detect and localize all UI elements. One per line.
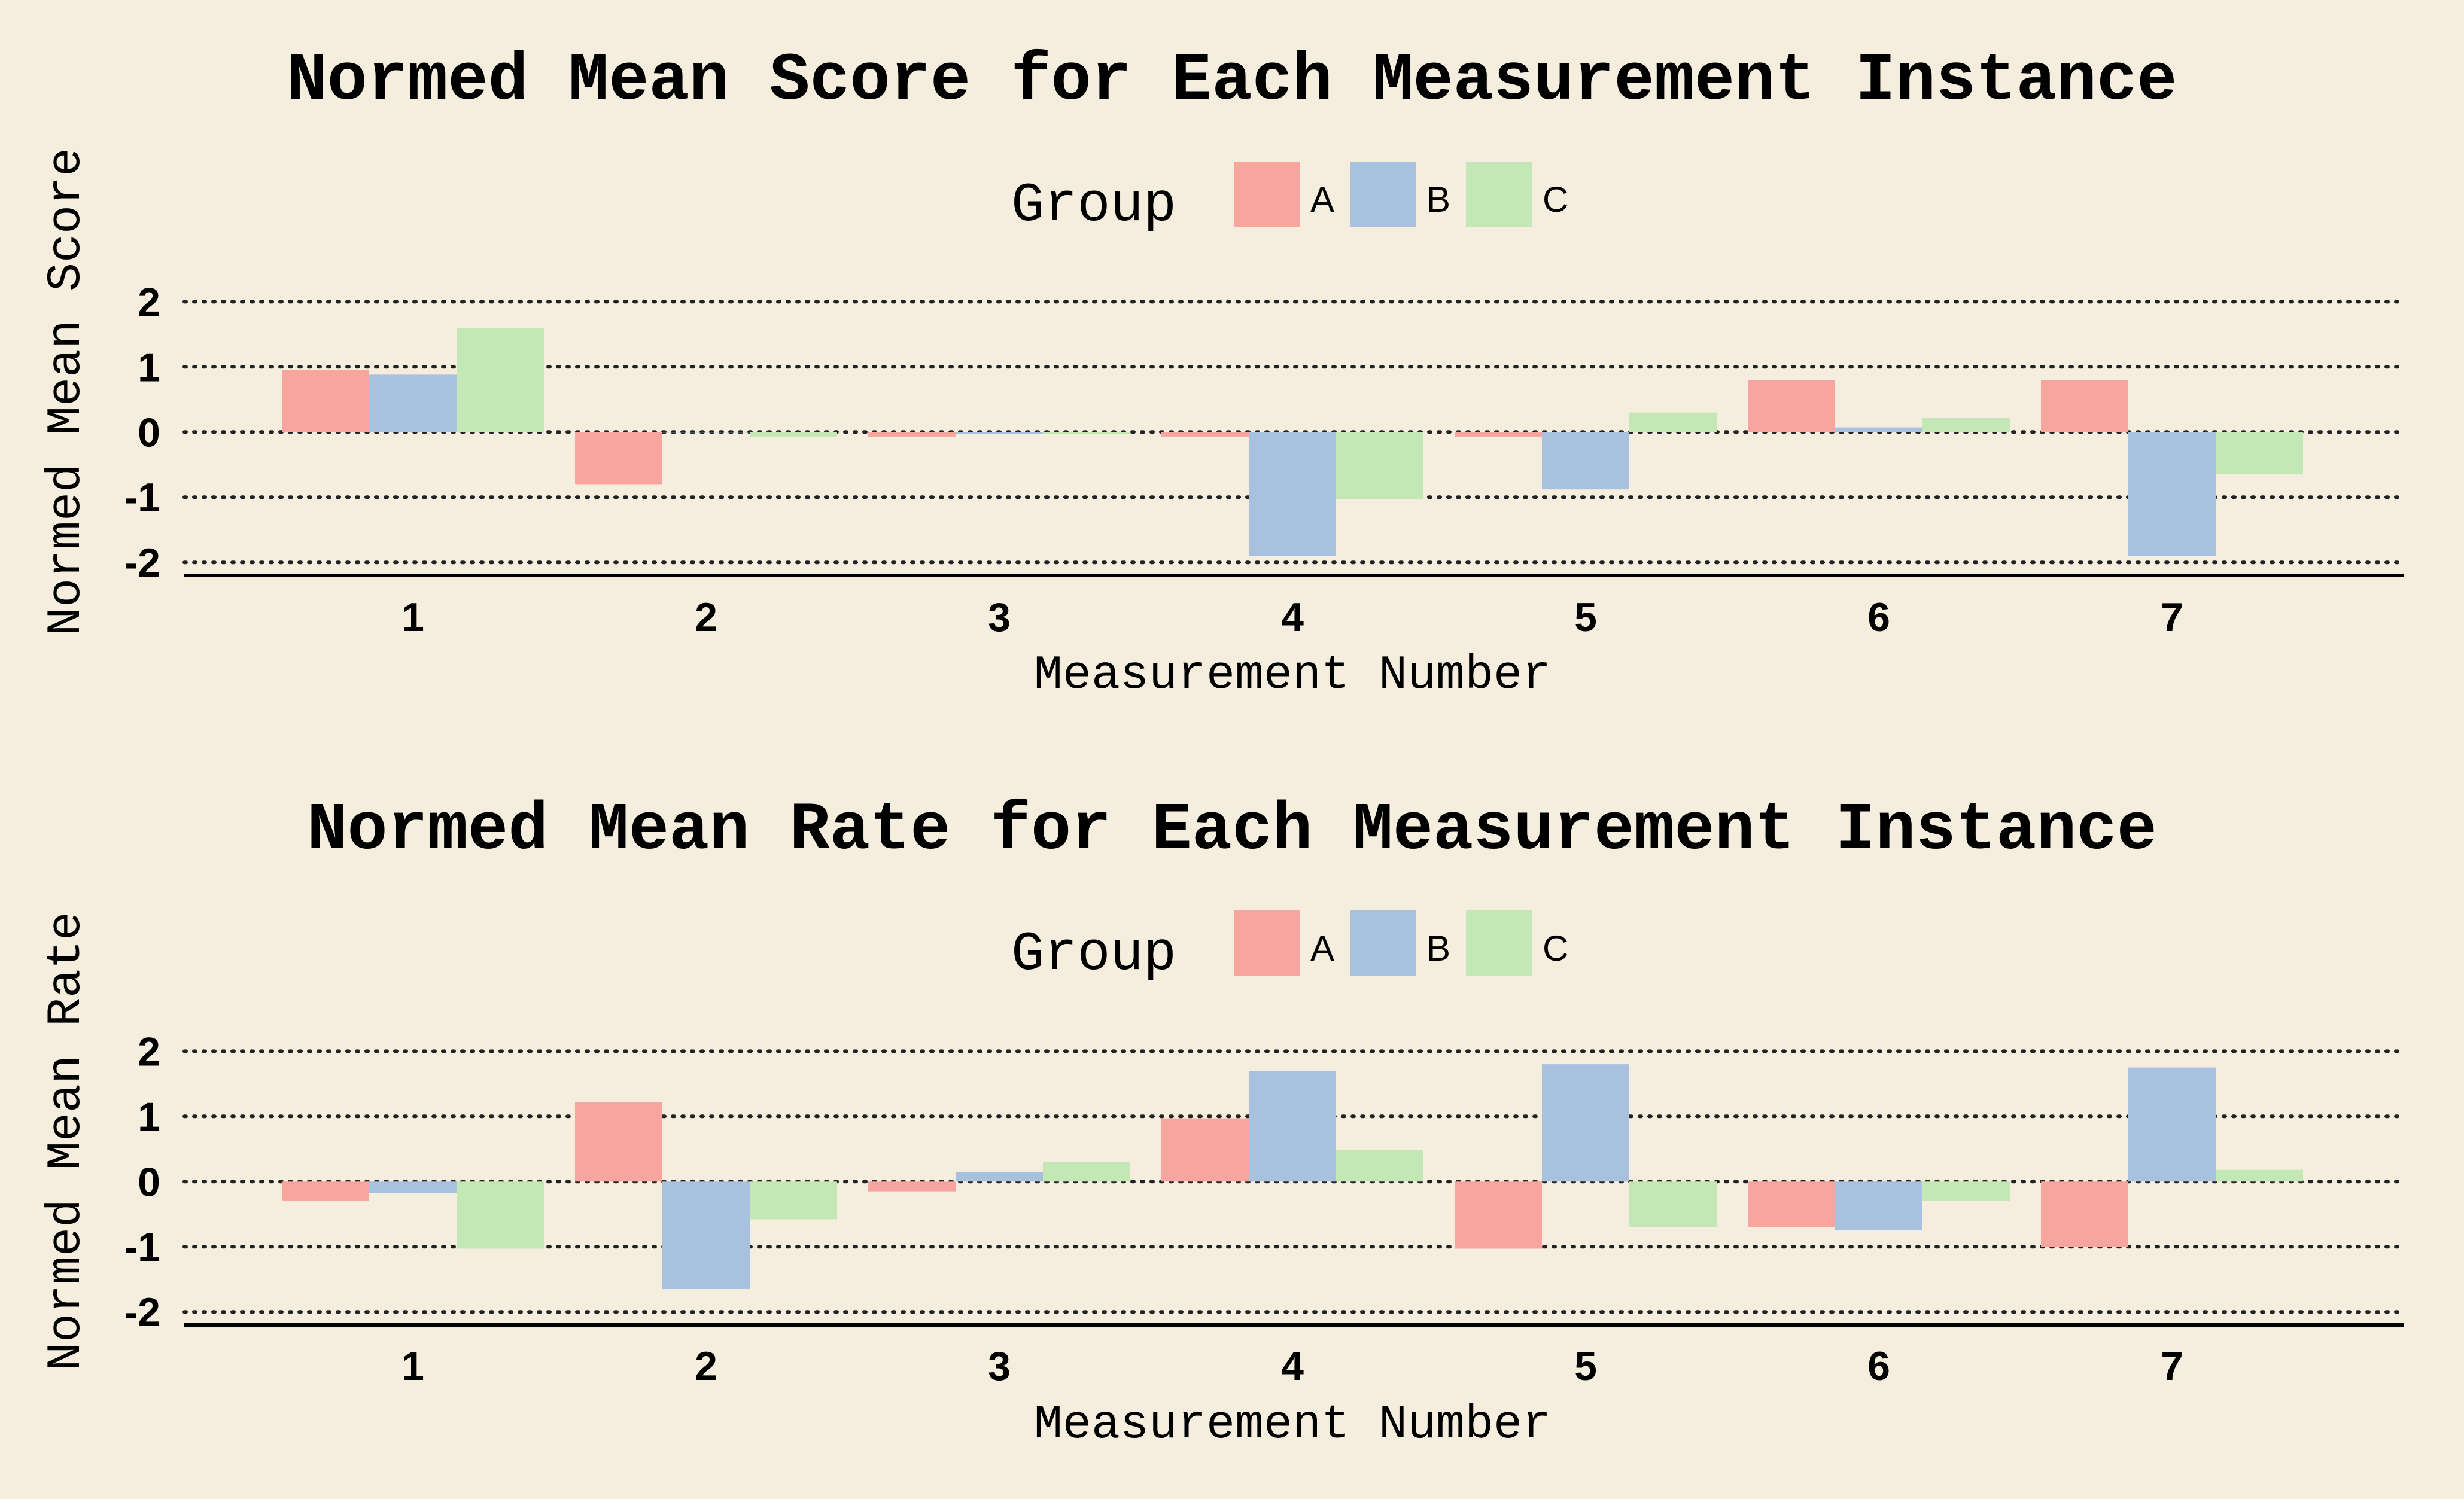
bar-b-2 [662,1181,750,1290]
legend-swatch-a [1234,910,1300,976]
legend-label-a: A [1310,179,1334,220]
x-tick-label: 2 [695,595,717,640]
bar-c-7 [2216,1169,2303,1182]
legend-title: Group [1011,923,1176,986]
bar-b-1 [369,1181,457,1193]
bar-c-5 [1629,1181,1717,1227]
bar-c-2 [750,1181,837,1220]
bar-c-2 [750,432,837,437]
rate-chart-panel: Normed Mean Rate for Each Measurement In… [39,793,2406,1452]
bar-a-4 [1161,1118,1249,1182]
bar-b-7 [2128,432,2216,556]
y-tick-label: 0 [138,1159,160,1205]
x-tick-label: 5 [1574,1343,1597,1389]
legend: Group A B C [1011,910,1568,986]
y-tick-label: 1 [138,345,160,390]
y-tick-label: -1 [124,475,160,520]
y-axis-label: Normed Mean Score [39,148,94,636]
bar-a-7 [2041,1181,2128,1247]
bar-a-3 [868,1181,956,1192]
bar-a-6 [1748,1181,1835,1227]
legend-label-b: B [1426,179,1450,220]
x-axis-label: Measurement Number [1034,1398,1551,1452]
legend-label-b: B [1426,928,1450,968]
bar-b-3 [956,1171,1043,1182]
bar-a-4 [1161,432,1249,437]
y-tick-label: -2 [124,540,160,586]
bar-c-6 [1922,1181,2010,1201]
bar-b-5 [1542,432,1629,490]
x-tick-label: 7 [2161,1343,2183,1389]
bar-c-4 [1336,1150,1423,1182]
x-tick-label: 1 [401,595,424,640]
y-tick-label: 1 [138,1094,160,1140]
x-tick-label: 6 [1867,1343,1890,1389]
bar-b-6 [1835,1181,1922,1230]
legend-swatch-c [1466,910,1532,976]
legend-swatch-a [1234,162,1300,227]
chart-title: Normed Mean Rate for Each Measurement In… [307,793,2157,869]
bar-a-6 [1748,380,1835,432]
bar-b-6 [1835,427,1922,432]
legend-label-c: C [1543,179,1568,220]
x-tick-label: 4 [1281,1343,1304,1389]
bar-b-4 [1249,1071,1336,1182]
bar-a-5 [1455,1181,1542,1249]
y-tick-label: 2 [138,1029,160,1074]
bar-a-1 [282,1181,369,1201]
x-tick-label: 6 [1867,595,1890,640]
y-tick-label: 0 [138,410,160,455]
bar-c-5 [1629,412,1717,432]
bar-b-3 [956,432,1043,434]
legend-swatch-b [1350,162,1416,227]
legend-title: Group [1011,174,1176,237]
bar-b-7 [2128,1067,2216,1182]
x-tick-label: 2 [695,1343,717,1389]
bar-c-3 [1043,432,1130,434]
x-tick-label: 3 [988,595,1011,640]
bar-a-1 [282,370,369,432]
bar-c-4 [1336,432,1423,499]
bar-b-1 [369,374,457,432]
bar-a-5 [1455,432,1542,437]
y-tick-label: -2 [124,1290,160,1335]
bar-a-3 [868,432,956,437]
x-tick-label: 7 [2161,595,2183,640]
legend-label-a: A [1310,928,1334,968]
bar-a-2 [575,432,662,485]
x-tick-label: 4 [1281,595,1304,640]
bar-b-5 [1542,1064,1629,1182]
y-axis-label: Normed Mean Rate [39,912,94,1371]
x-tick-label: 5 [1574,595,1597,640]
y-tick-label: -1 [124,1224,160,1270]
score-chart-panel: Normed Mean Score for Each Measurement I… [39,43,2406,703]
x-tick-label: 3 [988,1343,1011,1389]
bar-a-7 [2041,380,2128,432]
legend: Group A B C [1011,162,1568,237]
bar-c-1 [457,327,544,432]
bar-c-6 [1922,418,2010,432]
x-axis-label: Measurement Number [1034,648,1551,703]
x-tick-label: 1 [401,1343,424,1389]
bar-c-7 [2216,432,2303,475]
chart-title: Normed Mean Score for Each Measurement I… [287,43,2177,119]
y-tick-label: 2 [138,279,160,325]
bar-b-4 [1249,432,1336,556]
legend-swatch-c [1466,162,1532,227]
legend-swatch-b [1350,910,1416,976]
bar-c-3 [1043,1162,1130,1182]
bar-a-2 [575,1102,662,1182]
legend-label-c: C [1543,928,1568,968]
bar-c-1 [457,1181,544,1249]
